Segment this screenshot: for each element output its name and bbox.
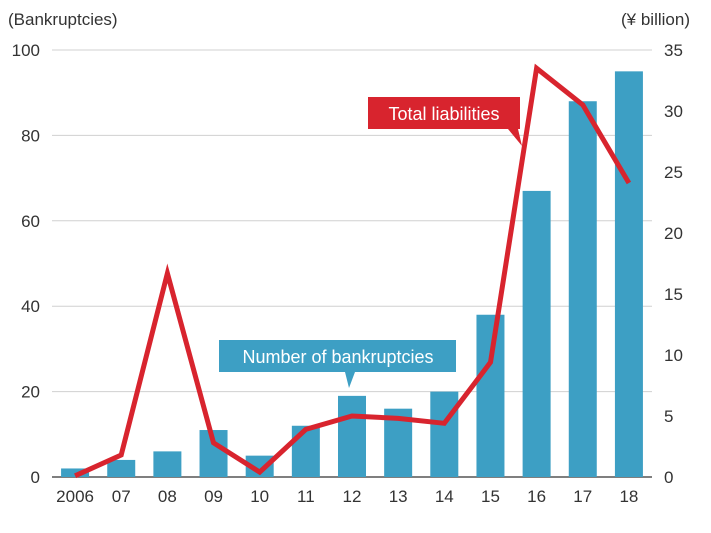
x-tick-label: 17 <box>573 487 592 506</box>
bar <box>245 455 274 477</box>
right-tick-label: 15 <box>664 285 683 304</box>
gridlines <box>52 49 652 478</box>
bar <box>338 395 366 477</box>
left-tick-label: 40 <box>21 297 40 316</box>
right-tick-label: 10 <box>664 346 683 365</box>
left-axis-label: (Bankruptcies) <box>8 10 118 29</box>
x-tick-label: 15 <box>481 487 500 506</box>
line-series <box>74 63 632 479</box>
left-tick-label: 100 <box>12 41 40 60</box>
right-tick-label: 30 <box>664 102 683 121</box>
x-tick-label: 11 <box>297 487 315 506</box>
bar <box>476 314 505 477</box>
x-tick-label: 2006 <box>56 487 94 506</box>
left-axis: 0 20 40 60 80 100 <box>12 41 40 487</box>
x-tick-label: 16 <box>527 487 546 506</box>
bar <box>107 459 136 477</box>
left-tick-label: 20 <box>21 383 40 402</box>
bar <box>153 451 182 477</box>
left-tick-label: 80 <box>21 126 40 145</box>
x-tick-label: 07 <box>112 487 131 506</box>
left-tick-label: 60 <box>21 212 40 231</box>
bar <box>430 391 459 477</box>
right-tick-label: 5 <box>664 407 673 426</box>
x-tick-label: 12 <box>343 487 362 506</box>
callout-number-of-bankruptcies: Number of bankruptcies <box>217 338 458 388</box>
right-tick-label: 0 <box>664 468 673 487</box>
bar <box>522 190 551 477</box>
right-tick-label: 35 <box>664 41 683 60</box>
x-tick-label: 09 <box>204 487 223 506</box>
x-tick-label: 08 <box>158 487 177 506</box>
callout-total-liabilities-label: Total liabilities <box>388 104 499 124</box>
right-tick-label: 25 <box>664 163 683 182</box>
liabilities-line <box>74 63 632 479</box>
right-axis-label: (¥ billion) <box>621 10 690 29</box>
x-tick-label: 18 <box>619 487 638 506</box>
left-tick-label: 0 <box>31 468 40 487</box>
callout-total-liabilities: Total liabilities <box>366 95 522 146</box>
bar <box>568 101 597 478</box>
x-tick-label: 10 <box>250 487 269 506</box>
bar <box>61 468 90 477</box>
right-axis: 0 5 10 15 20 25 30 35 <box>664 41 683 487</box>
bar <box>291 425 320 477</box>
x-tick-label: 13 <box>389 487 408 506</box>
right-tick-label: 20 <box>664 224 683 243</box>
bar <box>614 71 643 477</box>
x-tick-label: 14 <box>435 487 454 506</box>
callout-number-of-bankruptcies-label: Number of bankruptcies <box>242 347 433 367</box>
x-axis: 2006 07 08 09 10 11 12 13 14 15 16 17 18 <box>56 487 638 506</box>
